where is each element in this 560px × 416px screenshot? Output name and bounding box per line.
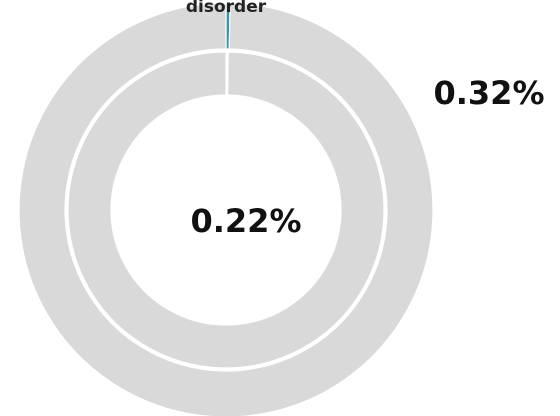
outer-ring-value-label: 0.32% (433, 74, 544, 112)
inner-ring-value-label: 0.22% (190, 202, 301, 240)
category-label: disorder (186, 0, 267, 17)
inner-ring (67, 51, 385, 369)
outer-ring-slice-1 (18, 2, 434, 416)
inner-ring-slice-1 (67, 51, 385, 369)
outer-ring (18, 2, 434, 416)
